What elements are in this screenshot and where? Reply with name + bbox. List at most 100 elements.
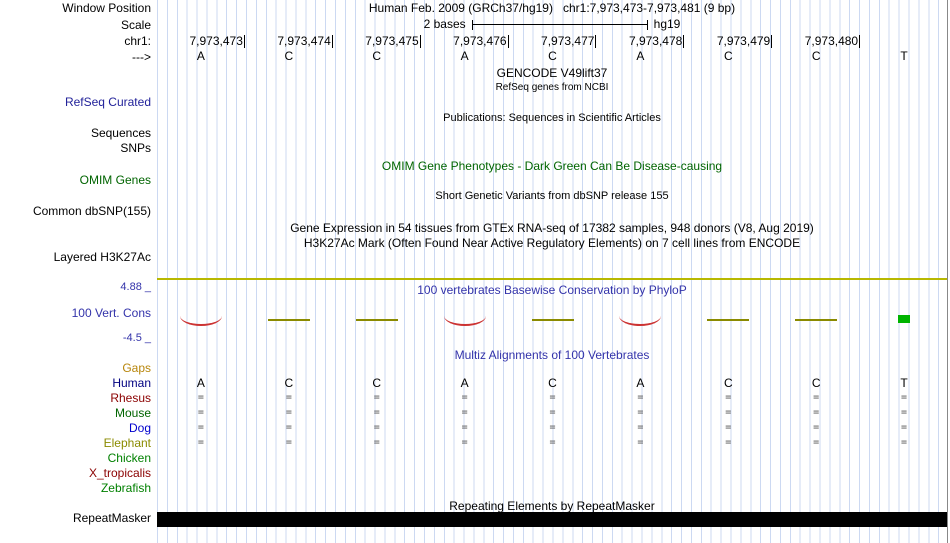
- alignment-mark-elephant: =: [373, 437, 380, 448]
- alignment-mark-rhesus: =: [285, 392, 292, 403]
- ruler-base: C: [548, 49, 557, 63]
- conservation-mark-dip: [179, 316, 222, 326]
- multiz-track-title[interactable]: Multiz Alignments of 100 Vertebrates: [454, 348, 650, 362]
- track-area[interactable]: Human Feb. 2009 (GRCh37/hg19) chr1:7,973…: [157, 0, 948, 543]
- repeatmasker-feature-bar[interactable]: [157, 512, 947, 527]
- ruler-base: T: [900, 49, 908, 63]
- track-label-layered-h3k27ac[interactable]: Layered H3K27Ac: [53, 250, 151, 264]
- conservation-mark-flat: [531, 319, 574, 321]
- assembly-label: hg19: [653, 17, 681, 31]
- alignment-mark-rhesus: =: [549, 392, 556, 403]
- track-label-zebrafish[interactable]: Zebrafish: [100, 481, 151, 495]
- ruler-base: C: [723, 49, 733, 63]
- alignment-mark-elephant: =: [461, 437, 468, 448]
- ruler-coordinate: 7,973,479: [686, 35, 773, 48]
- track-label-repeatmasker[interactable]: RepeatMasker: [72, 511, 151, 525]
- ruler-base: A: [196, 49, 205, 63]
- repeatmasker-track-title[interactable]: Repeating Elements by RepeatMasker: [449, 499, 655, 513]
- human-alignment-base: A: [460, 376, 469, 390]
- ruler-base: C: [284, 49, 294, 63]
- alignment-mark-dog: =: [813, 422, 820, 433]
- conservation-mark-flat: [355, 319, 398, 321]
- human-alignment-base: C: [284, 376, 294, 390]
- alignment-mark-mouse: =: [725, 407, 732, 418]
- track-label-common-dbsnp[interactable]: Common dbSNP(155): [32, 204, 151, 218]
- publications-track-title[interactable]: Publications: Sequences in Scientific Ar…: [443, 112, 661, 124]
- alignment-mark-dog: =: [901, 422, 908, 433]
- track-label-dog[interactable]: Dog: [128, 421, 151, 435]
- track-label-sequences[interactable]: Sequences: [90, 126, 151, 140]
- base-position-guidelines: [157, 0, 947, 543]
- alignment-mark-elephant: =: [637, 437, 644, 448]
- alignment-mark-rhesus: =: [637, 392, 644, 403]
- track-label-rhesus[interactable]: Rhesus: [110, 391, 151, 405]
- refseq-track-title[interactable]: RefSeq genes from NCBI: [495, 82, 609, 93]
- ruler-coordinate: 7,973,475: [335, 35, 421, 48]
- scale-bar: 2 bases hg19: [157, 17, 947, 31]
- label-window-position: Window Position: [62, 1, 151, 15]
- conservation-axis-max: 4.88 _: [120, 281, 151, 293]
- human-alignment-base: C: [372, 376, 382, 390]
- human-alignment-base: C: [811, 376, 821, 390]
- alignment-mark-dog: =: [197, 422, 204, 433]
- alignment-mark-dog: =: [285, 422, 292, 433]
- alignment-mark-rhesus: =: [901, 392, 908, 403]
- alignment-mark-elephant: =: [813, 437, 820, 448]
- alignment-mark-elephant: =: [197, 437, 204, 448]
- alignment-mark-mouse: =: [461, 407, 468, 418]
- ruler-coordinate: 7,973,476: [423, 35, 509, 48]
- alignment-mark-mouse: =: [813, 407, 820, 418]
- dbsnp-track-title[interactable]: Short Genetic Variants from dbSNP releas…: [435, 190, 669, 202]
- track-label-x-tropicalis[interactable]: X_tropicalis: [88, 466, 151, 480]
- human-alignment-base: T: [900, 376, 908, 390]
- track-label-mouse[interactable]: Mouse: [114, 406, 151, 420]
- alignment-mark-mouse: =: [373, 407, 380, 418]
- track-label-human[interactable]: Human: [112, 376, 151, 390]
- alignment-mark-rhesus: =: [197, 392, 204, 403]
- alignment-mark-mouse: =: [285, 407, 292, 418]
- alignment-mark-elephant: =: [901, 437, 908, 448]
- h3k27ac-track-title[interactable]: H3K27Ac Mark (Often Found Near Active Re…: [303, 236, 801, 250]
- label-scale: Scale: [120, 18, 151, 32]
- track-label-chicken[interactable]: Chicken: [107, 451, 151, 465]
- track-label-gaps[interactable]: Gaps: [122, 361, 151, 375]
- alignment-mark-dog: =: [549, 422, 556, 433]
- alignment-mark-dog: =: [637, 422, 644, 433]
- conservation-mark-dip: [619, 316, 662, 326]
- gtex-track-title[interactable]: Gene Expression in 54 tissues from GTEx …: [290, 221, 814, 235]
- ruler-coordinate: 7,973,478: [598, 35, 685, 48]
- label-strand-arrow: --->: [132, 50, 151, 64]
- track-label-refseq-curated[interactable]: RefSeq Curated: [64, 95, 151, 109]
- alignment-mark-dog: =: [725, 422, 732, 433]
- alignment-mark-rhesus: =: [813, 392, 820, 403]
- ruler-coordinate: 7,973,474: [247, 35, 333, 48]
- gencode-track-title[interactable]: GENCODE V49lift37: [496, 66, 608, 80]
- alignment-mark-rhesus: =: [461, 392, 468, 403]
- human-alignment-base: C: [548, 376, 557, 390]
- track-labels-column: Window Position Scale chr1: ---> RefSeq …: [0, 0, 153, 543]
- ruler-base: A: [636, 49, 645, 63]
- track-label-snps[interactable]: SNPs: [120, 141, 151, 155]
- alignment-mark-mouse: =: [901, 407, 908, 418]
- position-title: Human Feb. 2009 (GRCh37/hg19) chr1:7,973…: [368, 1, 736, 15]
- alignment-mark-dog: =: [461, 422, 468, 433]
- alignment-mark-elephant: =: [725, 437, 732, 448]
- h3k27ac-signal-baseline: [157, 278, 947, 280]
- ruler-coordinate: 7,973,480: [774, 35, 861, 48]
- scale-line: [471, 19, 648, 30]
- phylop-track-title[interactable]: 100 vertebrates Basewise Conservation by…: [417, 283, 687, 297]
- track-label-omim-genes[interactable]: OMIM Genes: [79, 173, 151, 187]
- track-label-100-vert-cons[interactable]: 100 Vert. Cons: [71, 306, 151, 320]
- scale-bases-label: 2 bases: [423, 17, 466, 31]
- track-label-elephant[interactable]: Elephant: [103, 436, 151, 450]
- human-alignment-base: A: [196, 376, 205, 390]
- alignment-mark-elephant: =: [549, 437, 556, 448]
- omim-track-title[interactable]: OMIM Gene Phenotypes - Dark Green Can Be…: [381, 159, 723, 173]
- ruler-base: C: [372, 49, 382, 63]
- alignment-mark-elephant: =: [285, 437, 292, 448]
- ruler-base: A: [460, 49, 469, 63]
- label-chromosome: chr1:: [124, 34, 151, 48]
- conservation-axis-min: -4.5 _: [122, 332, 151, 344]
- alignment-mark-dog: =: [373, 422, 380, 433]
